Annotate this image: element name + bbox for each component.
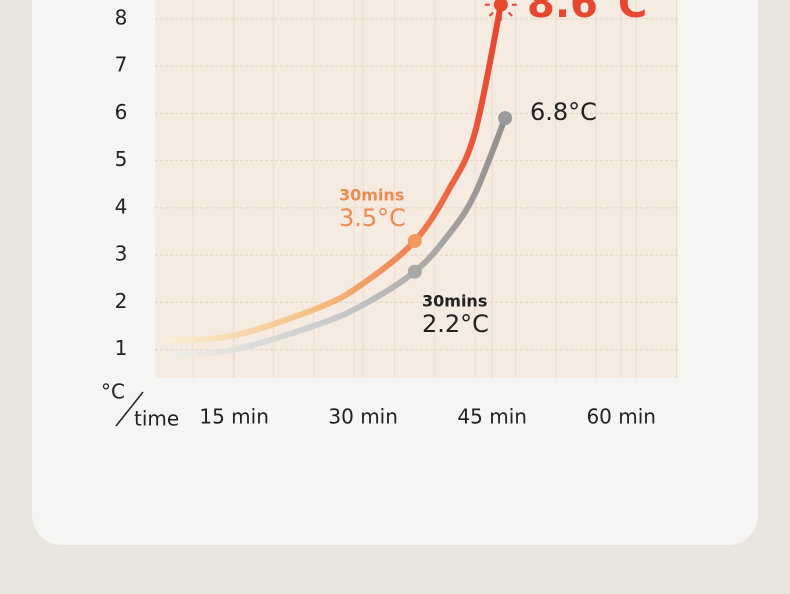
annotation: 2.2°C — [422, 310, 489, 338]
annotation: 30mins — [339, 186, 404, 205]
x-tick-label: 60 min — [586, 405, 656, 429]
y-tick-label: 6 — [115, 100, 128, 124]
annotation: 3.5°C — [339, 204, 406, 232]
annotation: 6.8°C — [530, 98, 597, 126]
y-tick-label: 7 — [115, 53, 128, 77]
x-tick-label: 45 min — [457, 405, 527, 429]
y-tick-label: 2 — [115, 289, 128, 313]
plot-area — [155, 0, 678, 378]
line — [171, 115, 509, 358]
minor-grid — [192, 0, 678, 378]
point — [493, 0, 508, 12]
unit-slash — [115, 391, 144, 427]
x-tick-label: 15 min — [199, 405, 269, 429]
y-tick-label: 5 — [115, 147, 128, 171]
point — [407, 264, 422, 279]
point — [498, 111, 513, 126]
y-tick-label: 1 — [115, 336, 128, 360]
x-unit: time — [134, 407, 179, 431]
y-tick-label: 8 — [115, 5, 128, 29]
y-tick-label: 3 — [115, 242, 128, 266]
x-tick-label: 30 min — [328, 405, 398, 429]
sun-ray — [488, 11, 494, 17]
annotation: 30mins — [422, 292, 487, 311]
point — [407, 233, 422, 248]
line — [167, 1, 504, 344]
annotation: 8.6°C — [527, 0, 647, 27]
sun-ray — [507, 11, 513, 17]
y-tick-label: 4 — [115, 194, 128, 218]
y-unit: °C — [101, 380, 125, 404]
